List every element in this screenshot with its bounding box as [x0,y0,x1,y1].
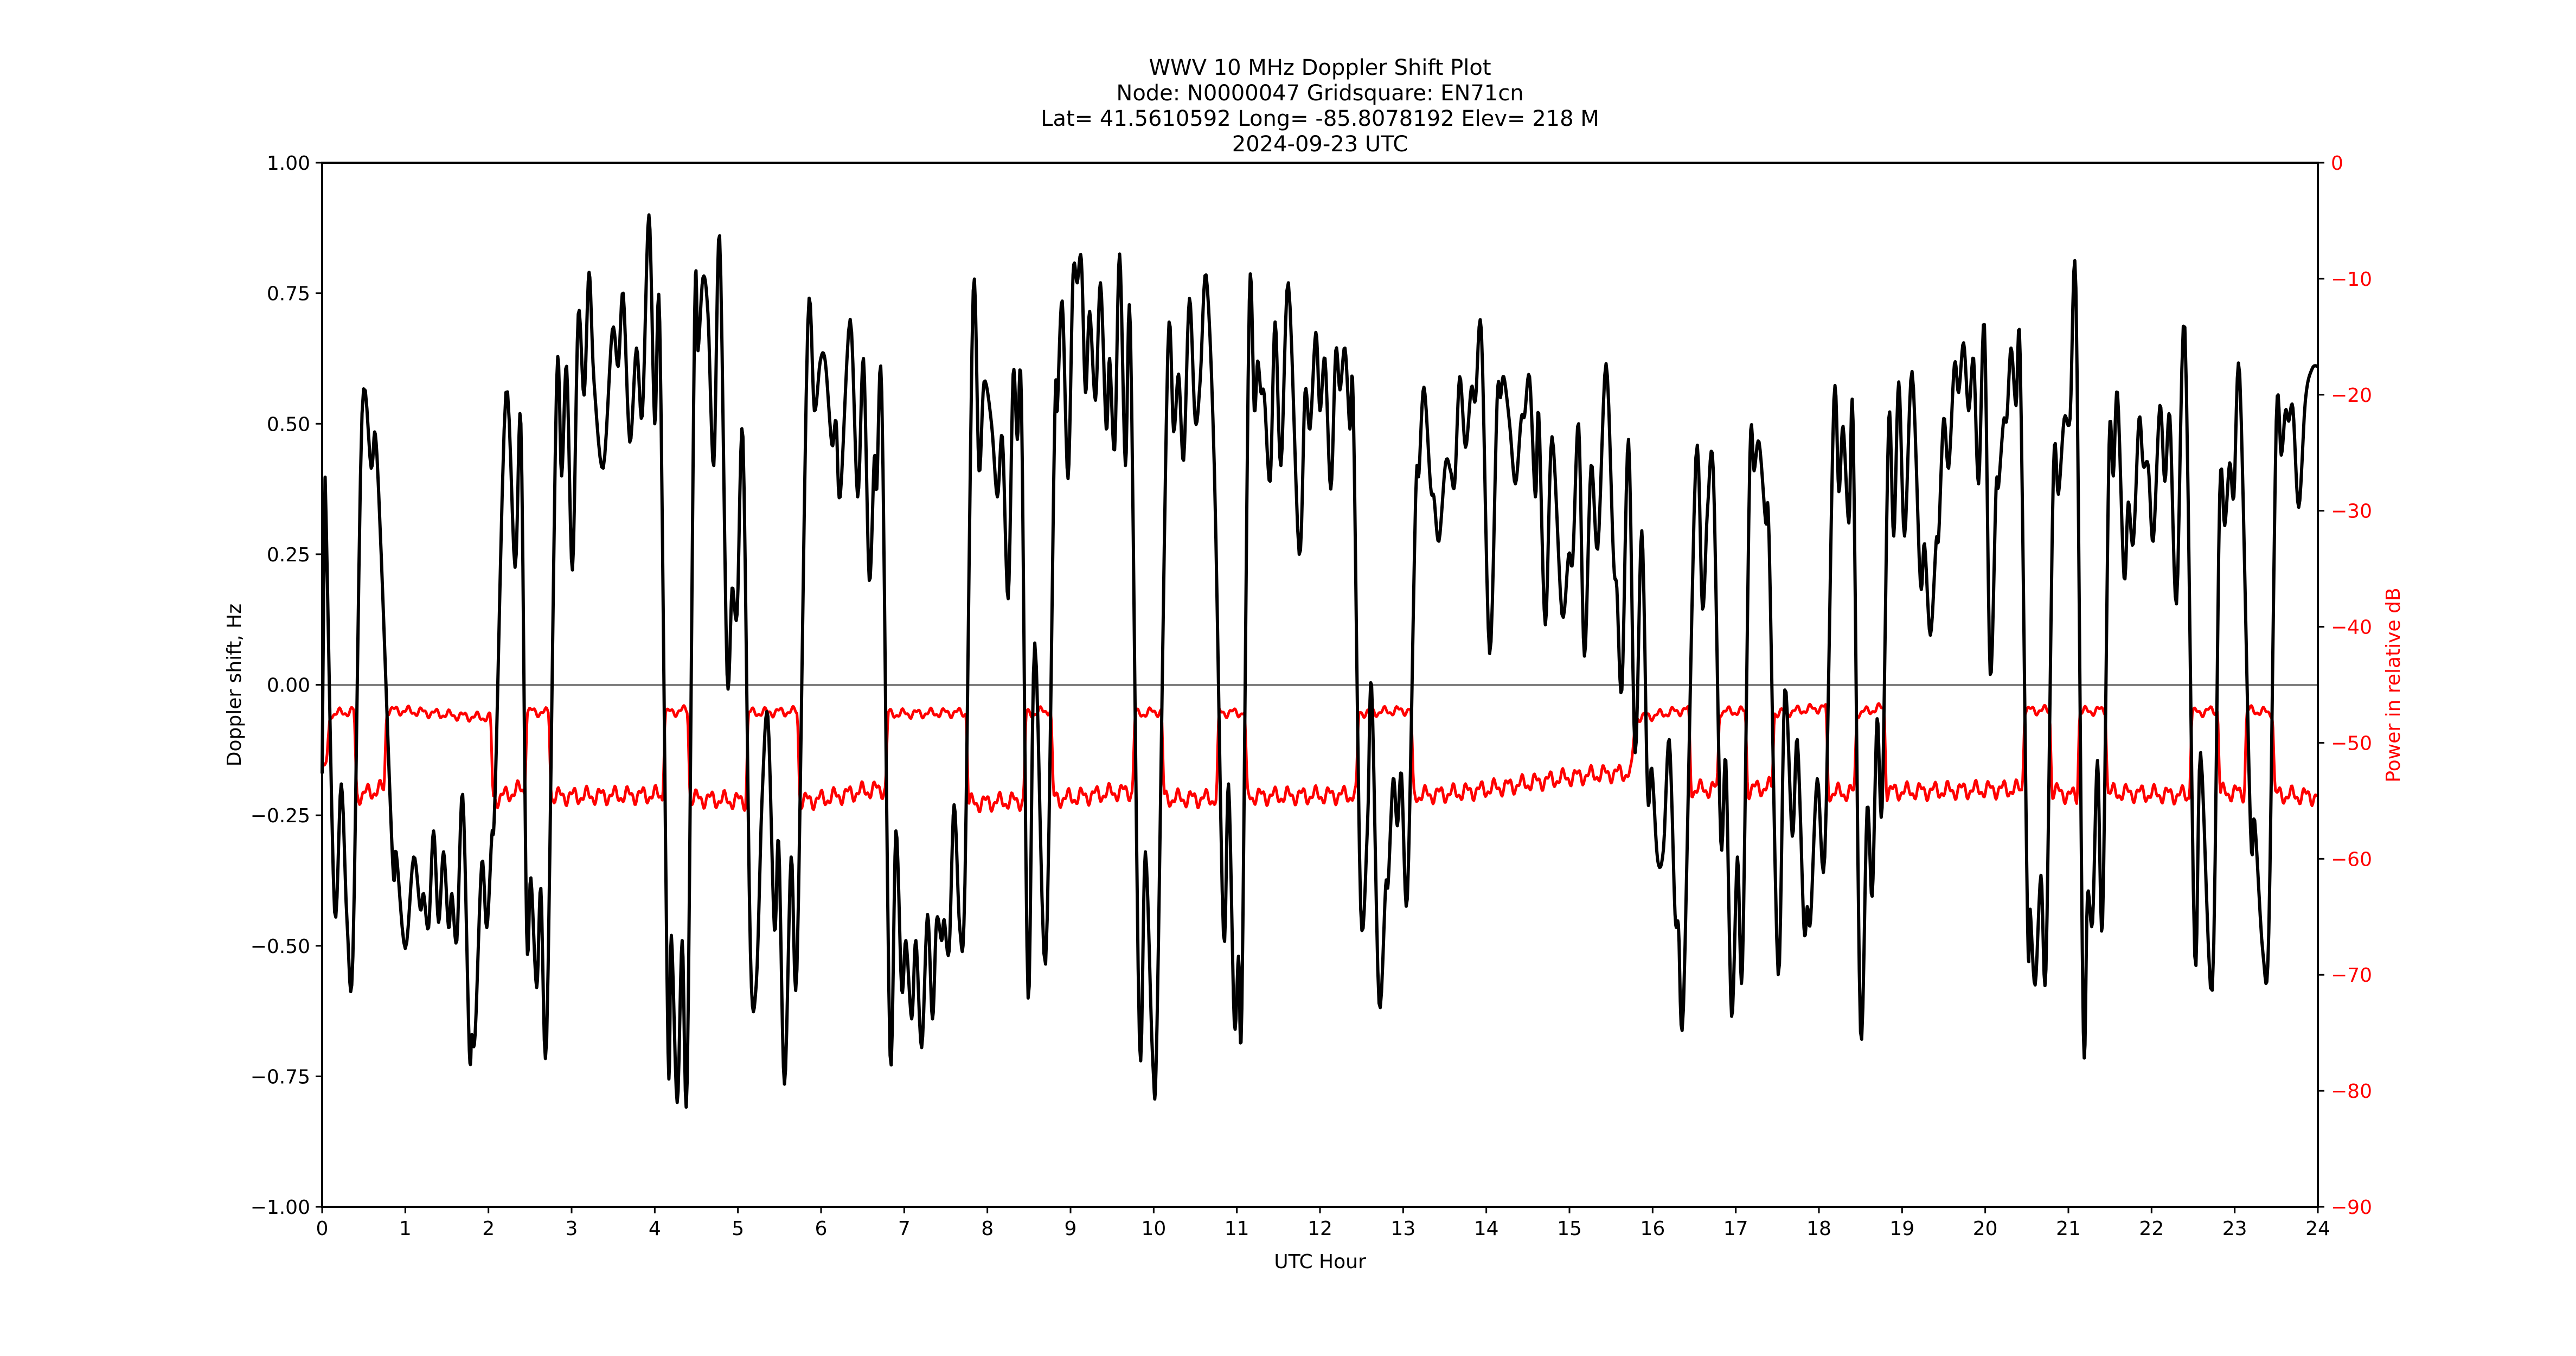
chart-title: WWV 10 MHz Doppler Shift Plot Node: N000… [1041,55,1599,157]
x-tick-label: 9 [1065,1218,1077,1240]
x-tick-label: 12 [1308,1218,1332,1240]
x-tick-label: 15 [1557,1218,1582,1240]
right-y-tick-label: −80 [2331,1080,2372,1103]
x-axis-label: UTC Hour [1274,1251,1366,1273]
title-line-2: Node: N0000047 Gridsquare: EN71cn [1116,81,1523,106]
left-y-tick-label: −1.00 [251,1197,310,1219]
x-tick-label: 0 [316,1218,329,1240]
right-y-tick-label: −30 [2331,501,2372,523]
left-y-tick-label: 0.00 [267,675,310,697]
left-y-tick-label: 0.25 [267,544,310,566]
doppler-series-line [321,213,2319,1109]
x-tick-label: 17 [1723,1218,1748,1240]
title-line-1: WWV 10 MHz Doppler Shift Plot [1149,55,1491,80]
right-y-tick-label: −10 [2331,268,2372,291]
x-tick-label: 23 [2222,1218,2247,1240]
x-axis-ticks: 0 1 2 3 4 5 6 7 8 9 10 11 12 13 14 15 16 17 18 19 20 21 22 23 24 [316,1207,2330,1240]
x-tick-label: 8 [981,1218,994,1240]
right-y-tick-label: −50 [2331,732,2372,754]
x-tick-label: 6 [815,1218,828,1240]
x-tick-label: 4 [649,1218,661,1240]
right-y-tick-label: −60 [2331,848,2372,871]
x-tick-label: 16 [1640,1218,1665,1240]
x-tick-label: 10 [1141,1218,1166,1240]
title-line-4: 2024-09-23 UTC [1232,132,1408,157]
x-tick-label: 1 [399,1218,412,1240]
right-y-axis-ticks: 0 −10 −20 −30 −40 −50 −60 −70 −80 −90 [2318,152,2372,1219]
x-tick-label: 2 [482,1218,495,1240]
right-y-axis-label: Power in relative dB [2382,587,2405,782]
left-y-tick-label: −0.75 [251,1066,310,1088]
right-y-tick-label: −40 [2331,617,2372,639]
x-tick-label: 14 [1474,1218,1499,1240]
x-tick-label: 13 [1390,1218,1415,1240]
left-y-tick-label: 1.00 [267,152,310,175]
title-line-3: Lat= 41.5610592 Long= -85.8078192 Elev= … [1041,106,1599,131]
right-y-tick-label: −20 [2331,385,2372,407]
right-y-tick-label: 0 [2331,152,2343,175]
x-tick-label: 3 [566,1218,578,1240]
left-y-tick-label: −0.25 [251,805,310,827]
x-tick-label: 20 [1973,1218,1998,1240]
left-y-axis-label: Doppler shift, Hz [223,604,246,766]
x-tick-label: 22 [2139,1218,2164,1240]
left-y-tick-label: 0.50 [267,413,310,436]
right-y-tick-label: −90 [2331,1197,2372,1219]
x-tick-label: 19 [1889,1218,1914,1240]
x-tick-label: 5 [732,1218,744,1240]
plot-area [321,162,2319,1208]
x-tick-label: 11 [1225,1218,1249,1240]
x-tick-label: 18 [1806,1218,1831,1240]
x-tick-label: 7 [898,1218,911,1240]
x-tick-label: 21 [2056,1218,2081,1240]
power-series-line [321,702,2319,814]
left-y-tick-label: −0.50 [251,936,310,958]
left-y-tick-label: 0.75 [267,283,310,305]
left-y-axis-ticks: 1.00 0.75 0.50 0.25 0.00 −0.25 −0.50 −0.75 −1.00 [251,152,322,1219]
right-y-tick-label: −70 [2331,964,2372,987]
x-tick-label: 24 [2305,1218,2330,1240]
